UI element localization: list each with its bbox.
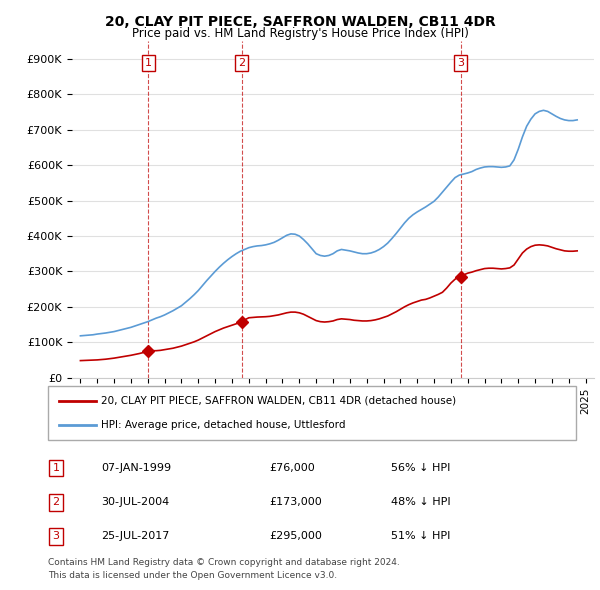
Text: Contains HM Land Registry data © Crown copyright and database right 2024.: Contains HM Land Registry data © Crown c… xyxy=(48,558,400,566)
Text: 2: 2 xyxy=(238,58,245,68)
Text: 07-JAN-1999: 07-JAN-1999 xyxy=(101,463,171,473)
FancyBboxPatch shape xyxy=(48,386,576,440)
Text: £173,000: £173,000 xyxy=(270,497,323,507)
Text: £76,000: £76,000 xyxy=(270,463,316,473)
Text: 3: 3 xyxy=(52,532,59,541)
Text: 20, CLAY PIT PIECE, SAFFRON WALDEN, CB11 4DR: 20, CLAY PIT PIECE, SAFFRON WALDEN, CB11… xyxy=(104,15,496,29)
Text: This data is licensed under the Open Government Licence v3.0.: This data is licensed under the Open Gov… xyxy=(48,571,337,580)
Text: 2: 2 xyxy=(52,497,59,507)
Text: 1: 1 xyxy=(52,463,59,473)
Text: Price paid vs. HM Land Registry's House Price Index (HPI): Price paid vs. HM Land Registry's House … xyxy=(131,27,469,40)
Text: 3: 3 xyxy=(457,58,464,68)
Text: £295,000: £295,000 xyxy=(270,532,323,541)
Text: 1: 1 xyxy=(145,58,152,68)
Text: 30-JUL-2004: 30-JUL-2004 xyxy=(101,497,169,507)
Text: 48% ↓ HPI: 48% ↓ HPI xyxy=(391,497,451,507)
Text: HPI: Average price, detached house, Uttlesford: HPI: Average price, detached house, Uttl… xyxy=(101,420,346,430)
Text: 25-JUL-2017: 25-JUL-2017 xyxy=(101,532,169,541)
Text: 51% ↓ HPI: 51% ↓ HPI xyxy=(391,532,451,541)
Text: 20, CLAY PIT PIECE, SAFFRON WALDEN, CB11 4DR (detached house): 20, CLAY PIT PIECE, SAFFRON WALDEN, CB11… xyxy=(101,396,456,406)
Text: 56% ↓ HPI: 56% ↓ HPI xyxy=(391,463,451,473)
